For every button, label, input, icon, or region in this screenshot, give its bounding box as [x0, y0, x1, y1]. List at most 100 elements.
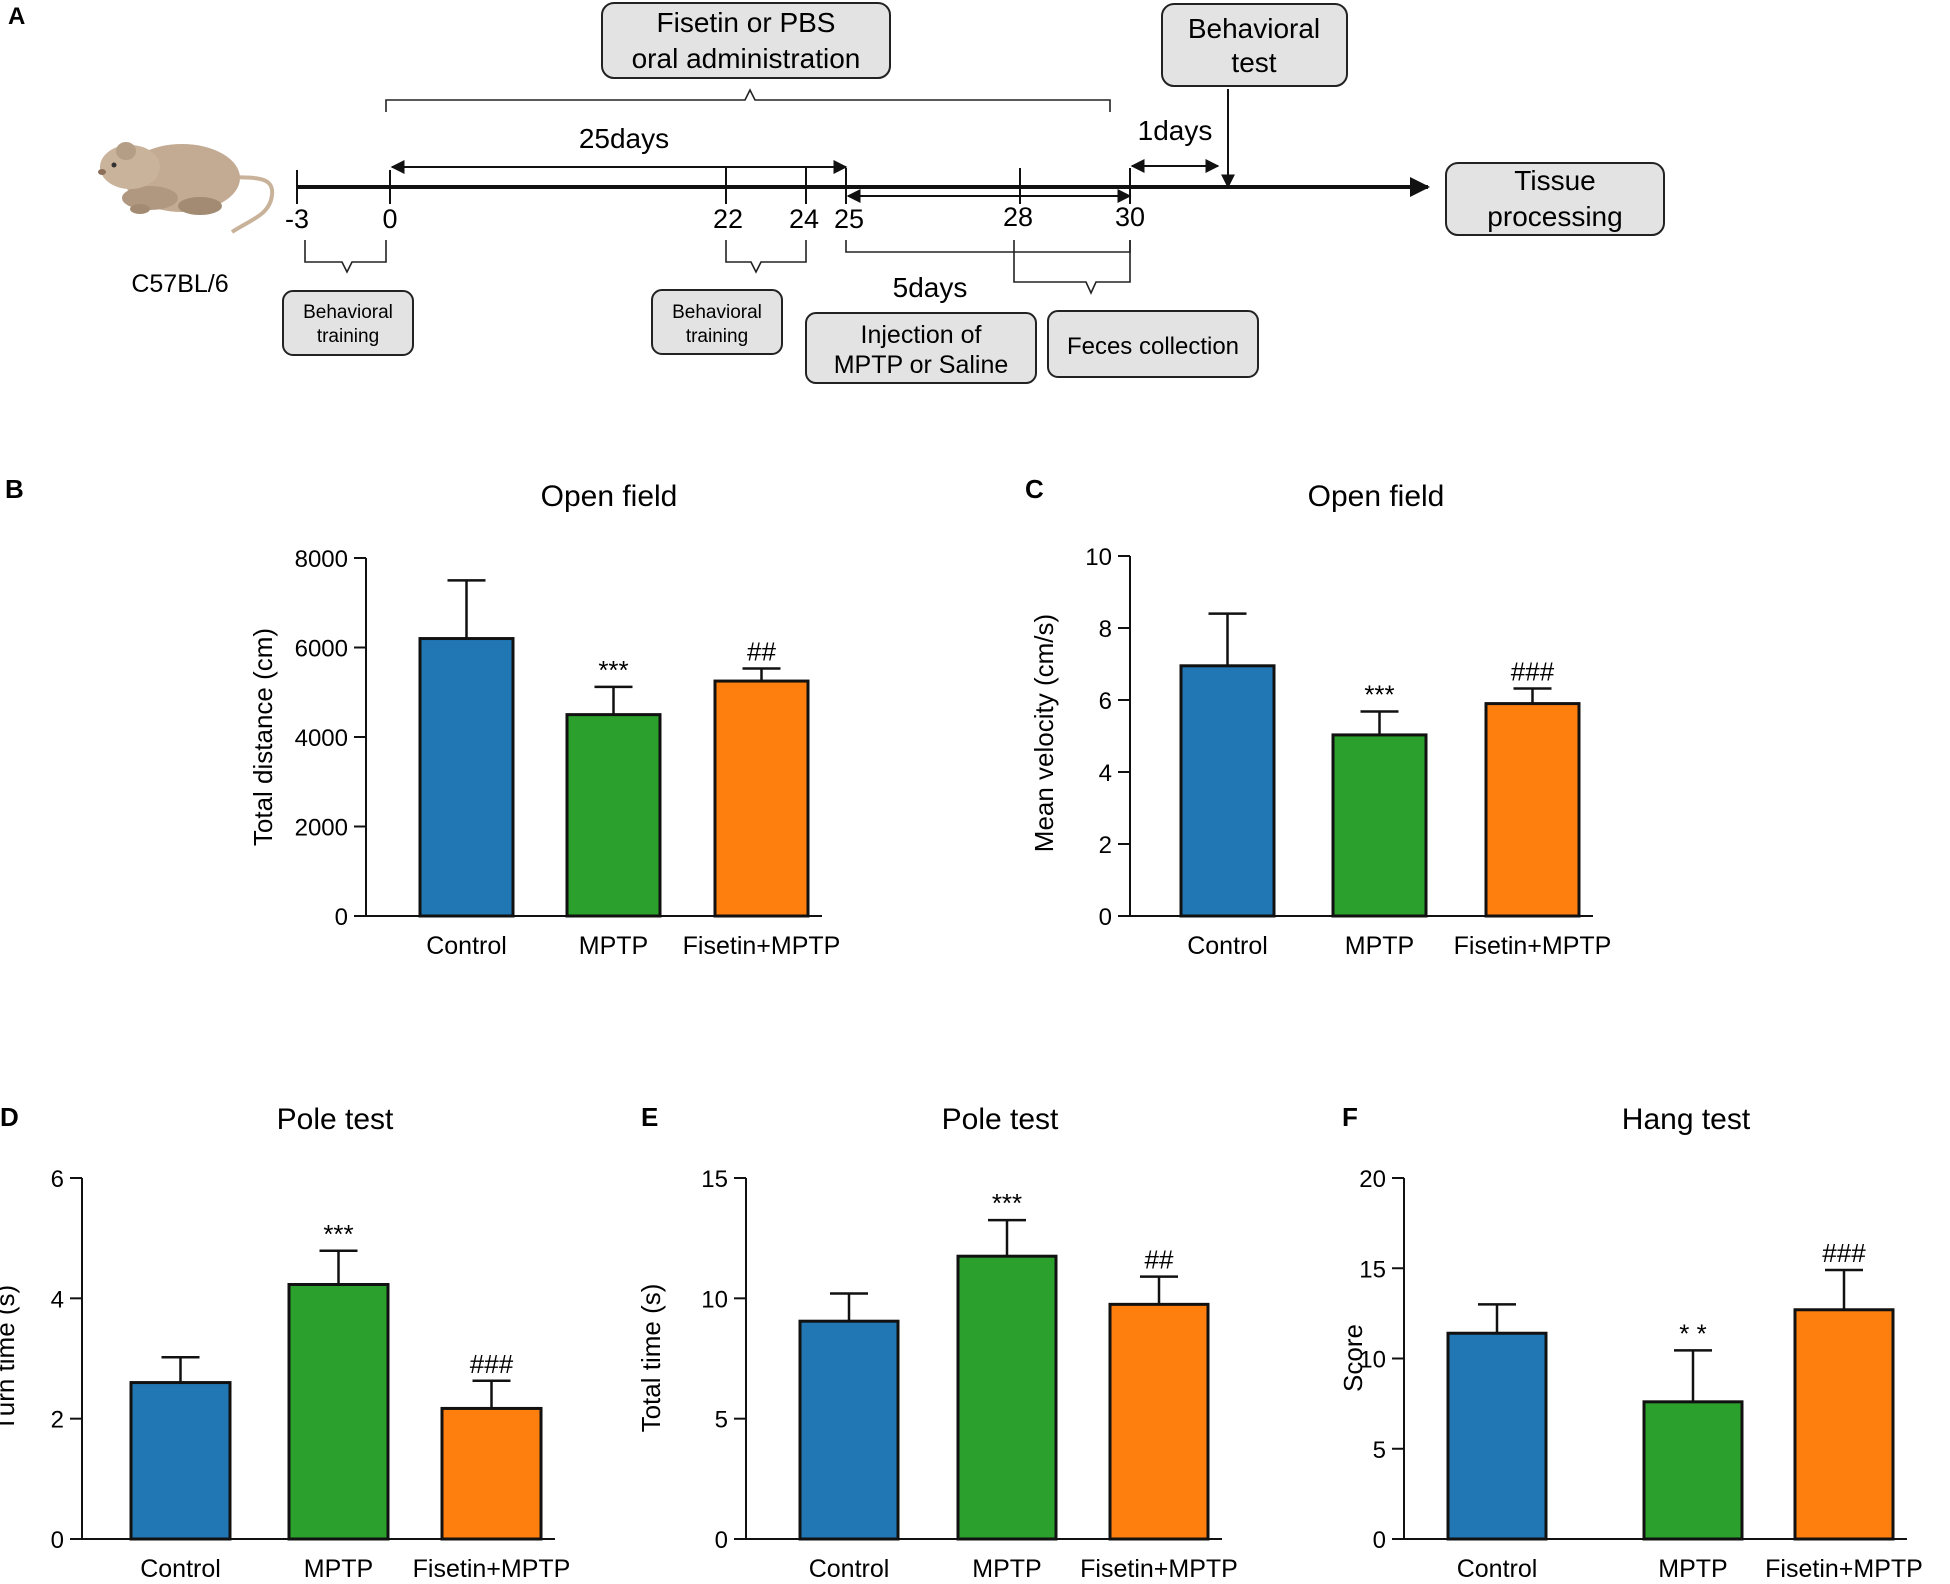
significance-annotation: ***: [323, 1219, 353, 1249]
chart-panel-c: C Open field Mean velocity (cm/s) 0 2 4 6 8 10 Co…: [1025, 474, 1611, 960]
y-tick-label: 20: [1359, 1166, 1386, 1193]
bar: [1793, 1308, 1895, 1541]
y-axis-label: Score: [1338, 1324, 1368, 1392]
significance-annotation: ***: [992, 1188, 1022, 1218]
y-tick-label: 8000: [295, 546, 348, 573]
bar: [1108, 1302, 1210, 1541]
x-tick-label: MPTP: [579, 932, 648, 960]
svg-text:Fisetin or PBS: Fisetin or PBS: [657, 7, 836, 38]
y-tick-label: 2: [51, 1407, 64, 1434]
x-tick-label: MPTP: [972, 1555, 1041, 1583]
box-behavioral-training-1: Behavioral training: [282, 290, 414, 356]
panel-label: F: [1342, 1102, 1358, 1132]
chart-panel-b: B Open field Total distance (cm) 0 2000 4000 6…: [5, 474, 840, 960]
svg-text:training: training: [686, 326, 748, 347]
bar: [1331, 733, 1428, 918]
svg-text:test: test: [1231, 47, 1276, 78]
significance-annotation: ##: [747, 637, 776, 667]
svg-text:MPTP or Saline: MPTP or Saline: [834, 351, 1009, 379]
bar: [1446, 1331, 1548, 1541]
box-behavioral-test: Behavioral test: [1161, 3, 1348, 87]
timeline-tick-label: 0: [382, 204, 397, 234]
y-tick-label: 0: [51, 1527, 64, 1554]
chart-panel-e: E Pole test Total time (s) 0 5 10 15 Control ***…: [636, 1102, 1238, 1583]
duration-5days-label: 5days: [893, 272, 968, 303]
bar: [956, 1254, 1058, 1541]
x-tick-label: Fisetin+MPTP: [683, 932, 841, 960]
y-tick-label: 15: [1359, 1256, 1386, 1283]
y-axis-label: Turn time (s): [0, 1285, 20, 1431]
significance-annotation: * *: [1679, 1318, 1706, 1348]
box-tissue-processing: Tissue processing: [1445, 162, 1665, 236]
svg-text:processing: processing: [1487, 201, 1622, 232]
svg-text:Behavioral: Behavioral: [303, 302, 393, 323]
panel-label: C: [1025, 474, 1044, 504]
chart-title: Pole test: [277, 1103, 394, 1136]
bar: [129, 1381, 232, 1541]
bar: [798, 1319, 900, 1541]
significance-annotation: ###: [1822, 1238, 1866, 1268]
panel-label: E: [641, 1102, 658, 1132]
x-tick-label: Fisetin+MPTP: [1454, 932, 1612, 960]
svg-text:Injection of: Injection of: [861, 321, 982, 349]
svg-text:Feces collection: Feces collection: [1067, 333, 1239, 360]
significance-annotation: ##: [1145, 1245, 1174, 1275]
panel-a: A C57BL/6 -3 0: [8, 2, 1665, 384]
svg-text:Behavioral: Behavioral: [1188, 13, 1320, 44]
x-tick-label: Control: [426, 932, 507, 960]
bar: [1484, 702, 1581, 918]
y-axis-label: Total distance (cm): [248, 628, 278, 846]
y-axis-label: Total time (s): [636, 1284, 666, 1433]
chart-panel-f: F Hang test Score 0 5 10 15 20 Control * * MPTP ###…: [1338, 1102, 1923, 1583]
y-tick-label: 6000: [295, 636, 348, 663]
bar: [1179, 664, 1276, 918]
bar: [1642, 1400, 1744, 1541]
y-tick-label: 5: [715, 1407, 728, 1434]
y-tick-label: 10: [1085, 544, 1112, 571]
y-tick-label: 15: [701, 1166, 728, 1193]
y-tick-label: 4: [1099, 760, 1112, 787]
x-tick-label: MPTP: [304, 1555, 373, 1583]
bar: [440, 1406, 543, 1541]
timeline-tick-label: 22: [713, 204, 743, 234]
significance-annotation: ###: [1511, 656, 1555, 686]
x-tick-label: Control: [140, 1555, 221, 1583]
y-tick-label: 6: [1099, 688, 1112, 715]
significance-annotation: ***: [598, 655, 628, 685]
significance-annotation: ###: [470, 1349, 514, 1379]
chart-title: Hang test: [1622, 1103, 1751, 1136]
bar: [565, 713, 662, 918]
mouse-illustration: [98, 142, 275, 234]
x-tick-label: Control: [1187, 932, 1268, 960]
y-tick-label: 6: [51, 1166, 64, 1193]
box-feces-collection: Feces collection: [1047, 310, 1259, 378]
y-tick-label: 2000: [295, 815, 348, 842]
svg-text:Tissue: Tissue: [1514, 165, 1595, 196]
y-tick-label: 0: [715, 1527, 728, 1554]
y-tick-label: 2: [1099, 832, 1112, 859]
timeline-tick-label: 28: [1003, 202, 1033, 232]
panel-label-a: A: [8, 3, 25, 30]
duration-25days-label: 25days: [579, 123, 669, 154]
chart-title: Open field: [541, 480, 678, 513]
duration-1days-label: 1days: [1138, 115, 1213, 146]
y-tick-label: 0: [335, 904, 348, 931]
y-tick-label: 4: [51, 1286, 64, 1313]
y-tick-label: 10: [1359, 1347, 1386, 1374]
chart-title: Open field: [1308, 480, 1445, 513]
box-oral-administration: Fisetin or PBS oral administration: [601, 2, 891, 79]
bar: [287, 1282, 390, 1541]
svg-text:Behavioral: Behavioral: [672, 302, 762, 323]
panel-label: B: [5, 474, 24, 504]
y-tick-label: 4000: [295, 725, 348, 752]
x-tick-label: Fisetin+MPTP: [1080, 1555, 1238, 1583]
x-tick-label: Fisetin+MPTP: [413, 1555, 571, 1583]
svg-text:training: training: [317, 326, 379, 347]
x-tick-label: Fisetin+MPTP: [1765, 1555, 1923, 1583]
timeline-tick-label: 24: [789, 204, 819, 234]
significance-annotation: ***: [1364, 680, 1394, 710]
bar: [418, 637, 515, 918]
y-tick-label: 8: [1099, 616, 1112, 643]
timeline-tick-label: 30: [1115, 202, 1145, 232]
